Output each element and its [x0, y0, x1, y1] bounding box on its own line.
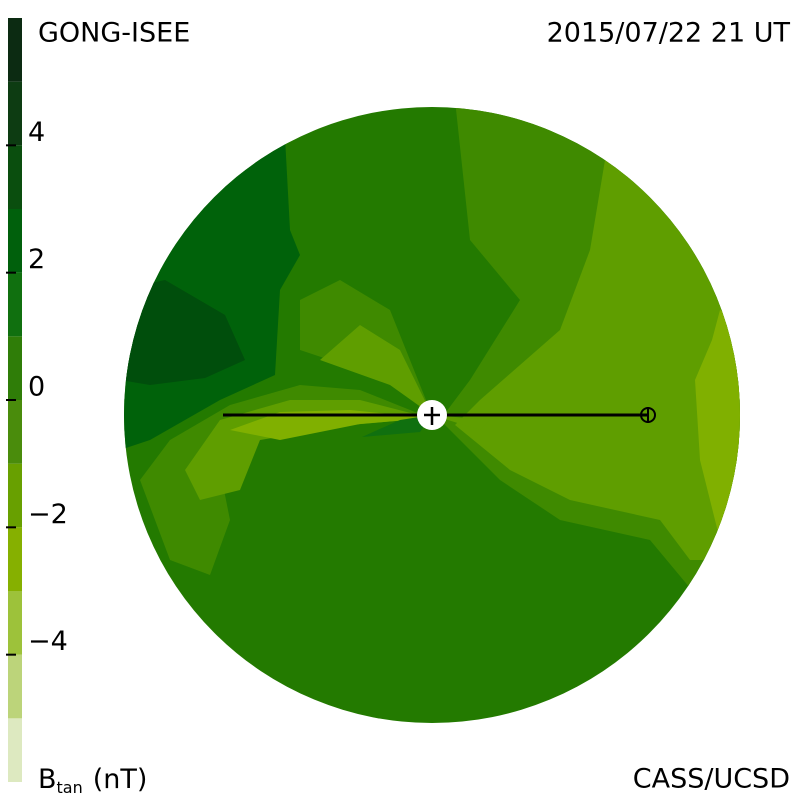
- heliospheric-map: [124, 107, 740, 723]
- color-band: [8, 591, 22, 655]
- color-band: [8, 400, 22, 464]
- tick-label: −2: [28, 499, 68, 530]
- source: GONG-ISEE: [38, 18, 190, 49]
- tick-label: 0: [28, 372, 45, 403]
- color-band: [8, 18, 22, 82]
- color-band: [8, 718, 22, 782]
- colorbar-label: Btan (nT): [38, 764, 147, 797]
- credit: CASS/UCSD: [633, 764, 790, 795]
- tick-label: 2: [28, 244, 45, 275]
- subscript: tan: [57, 778, 83, 797]
- symbol: B: [38, 764, 57, 795]
- color-band: [8, 654, 22, 719]
- colorbar: 4 2 0 −2 −4: [6, 18, 68, 782]
- tick-label: −4: [28, 626, 68, 657]
- color-band: [8, 336, 22, 400]
- color-band: [8, 527, 22, 591]
- color-band: [8, 81, 22, 146]
- color-band: [8, 145, 22, 209]
- timestamp: 2015/07/22 21 UT: [547, 18, 791, 49]
- color-band: [8, 209, 22, 273]
- unit: (nT): [93, 764, 148, 795]
- color-band: [8, 272, 22, 337]
- color-band: [8, 463, 22, 528]
- tick-label: 4: [28, 117, 45, 148]
